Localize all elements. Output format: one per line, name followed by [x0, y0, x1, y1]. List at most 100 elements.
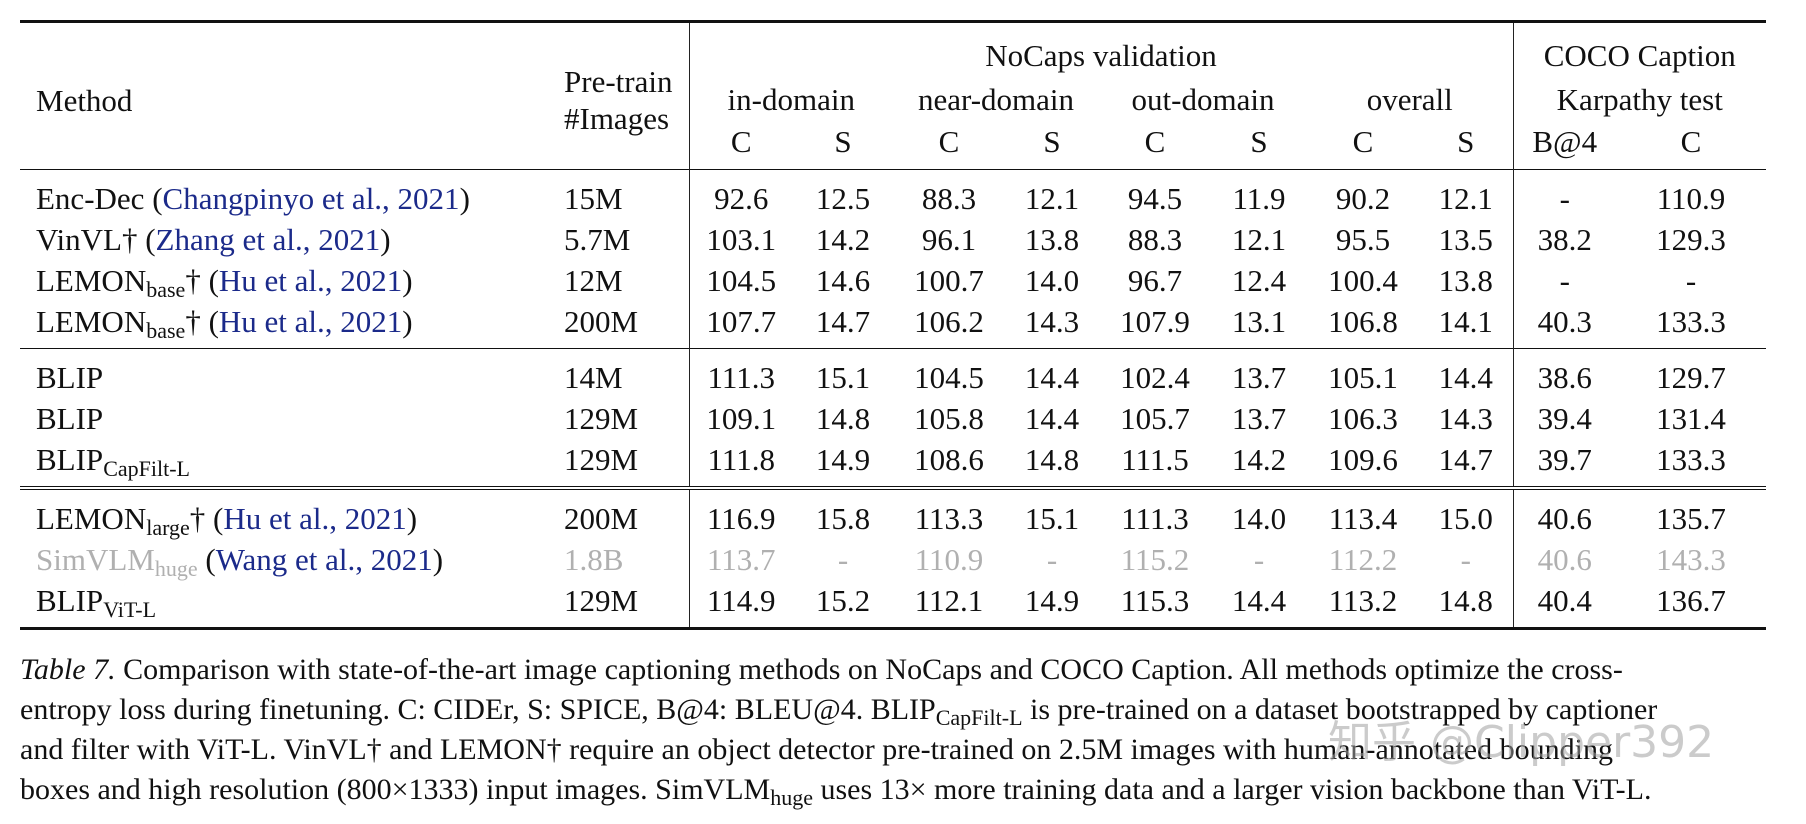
value-cell: 12.1 [1231, 222, 1287, 257]
citation-link[interactable]: Changpinyo et al., 2021 [162, 181, 460, 216]
table-row: VinVL† (Zhang et al., 2021) 5.7M 103.1 14.2… [20, 219, 1766, 260]
value-cell: 14.4 [1419, 348, 1513, 398]
value-cell: 39.7 [1512, 439, 1616, 488]
value-cell: 12.4 [1231, 263, 1287, 298]
method-variant: CapFilt-L [103, 456, 190, 481]
table-caption: Table 7. Comparison with state-of-the-ar… [20, 650, 1766, 810]
method-name: BLIP [36, 583, 104, 618]
value-cell: 109.6 [1328, 442, 1398, 477]
value-cell: 14.6 [815, 263, 871, 298]
method-cell: LEMONlarge† (Hu et al., 2021) [20, 486, 556, 540]
citation-link[interactable]: Zhang et al., 2021 [155, 222, 381, 257]
value-cell: 100.7 [914, 263, 984, 298]
table-row: BLIPViT-L 129M 114.9 15.2 112.1 14.9 115.3 14.4… [20, 580, 1766, 630]
header-row-1: Method Pre-train #Images NoCaps validati… [20, 20, 1766, 170]
value-cell: 143.3 [1656, 542, 1726, 577]
pretrain-images-cell: 5.7M [564, 222, 631, 257]
value-cell: 14.9 [815, 442, 871, 477]
value-cell: 110.9 [914, 542, 984, 577]
value-cell: - [1460, 542, 1471, 577]
table-row: LEMONlarge† (Hu et al., 2021) 200M 116.9 15… [20, 486, 1766, 540]
value-cell: 129.7 [1616, 348, 1766, 398]
value-cell: 106.2 [914, 304, 984, 339]
method-cell: BLIP [20, 348, 556, 398]
pretrain-images-cell: 129M [564, 442, 639, 477]
dagger-mark: † [121, 222, 138, 257]
value-cell: 106.8 [1328, 304, 1398, 339]
table-row: LEMONbase† (Hu et al., 2021) 200M 107.7 14.… [20, 301, 1766, 349]
value-cell: 111.3 [688, 348, 793, 398]
value-cell: 14.0 [1024, 263, 1080, 298]
value-cell: 96.7 [1127, 263, 1183, 298]
header-row-2: in-domain near-domain out-domain overall… [20, 79, 1766, 119]
value-cell: 106.3 [1328, 401, 1398, 436]
value-cell: 14.9 [1005, 580, 1099, 630]
method-variant: large [146, 515, 190, 540]
value-cell: 14.0 [1211, 486, 1307, 539]
value-cell: 90.2 [1307, 169, 1419, 219]
pretrain-images-cell: 129M [564, 401, 639, 436]
method-cell: BLIP [20, 398, 556, 439]
value-cell: 12.1 [1419, 169, 1513, 219]
method-name: BLIP [36, 401, 104, 436]
method-name: Enc-Dec [36, 181, 145, 216]
value-cell: 133.3 [1656, 304, 1726, 339]
method-variant: base [146, 318, 186, 343]
method-name: BLIP [36, 360, 104, 395]
citation-link[interactable]: Hu et al., 2021 [218, 263, 403, 298]
method-name: LEMON [36, 501, 147, 536]
table-row: LEMONbase† (Hu et al., 2021) 12M 104.5 14.6… [20, 260, 1766, 301]
results-table: Method Pre-train #Images NoCaps validati… [20, 20, 1766, 630]
value-cell: 115.2 [1120, 542, 1190, 577]
value-cell: 92.6 [688, 169, 793, 219]
method-cell: BLIPViT-L [20, 580, 556, 630]
value-cell: 100.4 [1328, 263, 1398, 298]
method-header: Method [20, 20, 556, 170]
value-cell: 13.8 [1024, 222, 1080, 257]
header-row-3: C S C S C S C S B@4 C [20, 119, 1766, 170]
value-cell: 14.4 [1005, 348, 1099, 398]
group-in-domain: in-domain [688, 79, 893, 119]
value-cell: 14.1 [1438, 304, 1493, 339]
value-cell: 94.5 [1099, 169, 1211, 219]
value-cell: 88.3 [893, 169, 1005, 219]
citation-link[interactable]: Hu et al., 2021 [218, 304, 403, 339]
value-cell: 113.2 [1307, 580, 1419, 630]
value-cell: 131.4 [1656, 401, 1726, 436]
method-name: SimVLM [36, 542, 155, 577]
table-row: Enc-Dec (Changpinyo et al., 2021) 15M 92.6… [20, 169, 1766, 219]
value-cell: 14.2 [1231, 442, 1287, 477]
value-cell: 112.2 [1328, 542, 1398, 577]
method-cell: BLIPCapFilt-L [20, 439, 556, 488]
value-cell: 38.6 [1512, 348, 1616, 398]
pretrain-images-cell: 15M [556, 169, 689, 219]
value-cell: 15.1 [793, 348, 893, 398]
pretrain-header-line2: #Images [564, 101, 670, 136]
value-cell: 14.8 [1024, 442, 1080, 477]
value-cell: 104.5 [688, 260, 793, 301]
value-cell: 133.3 [1656, 442, 1726, 477]
method-cell: SimVLMhuge (Wang et al., 2021) [36, 542, 444, 581]
citation-link[interactable]: Hu et al., 2021 [223, 501, 407, 536]
method-cell: LEMONbase† (Hu et al., 2021) [36, 263, 413, 302]
pretrain-images-cell: 129M [556, 580, 689, 630]
citation-link[interactable]: Wang et al., 2021 [215, 542, 433, 577]
pretrain-images-cell: 14M [556, 348, 689, 398]
value-cell: 14.3 [1438, 401, 1493, 436]
caption-label: Table 7. [20, 653, 116, 686]
value-cell: 104.5 [893, 348, 1005, 398]
value-cell: 129.3 [1656, 222, 1726, 257]
value-cell: 40.3 [1512, 301, 1616, 349]
value-cell: 14.7 [1438, 442, 1493, 477]
value-cell: 105.7 [1120, 401, 1190, 436]
method-variant: huge [154, 556, 198, 581]
value-cell: 105.1 [1307, 348, 1419, 398]
pretrain-images-cell: 12M [564, 263, 623, 298]
group-out-domain: out-domain [1131, 81, 1275, 117]
caption-line-2: entropy loss during finetuning. C: CIDEr… [20, 693, 1658, 730]
value-cell: 102.4 [1099, 348, 1211, 398]
value-cell: 110.9 [1616, 169, 1766, 219]
subheader-cell: S [1043, 123, 1061, 159]
pretrain-header: Pre-train #Images [556, 20, 689, 170]
